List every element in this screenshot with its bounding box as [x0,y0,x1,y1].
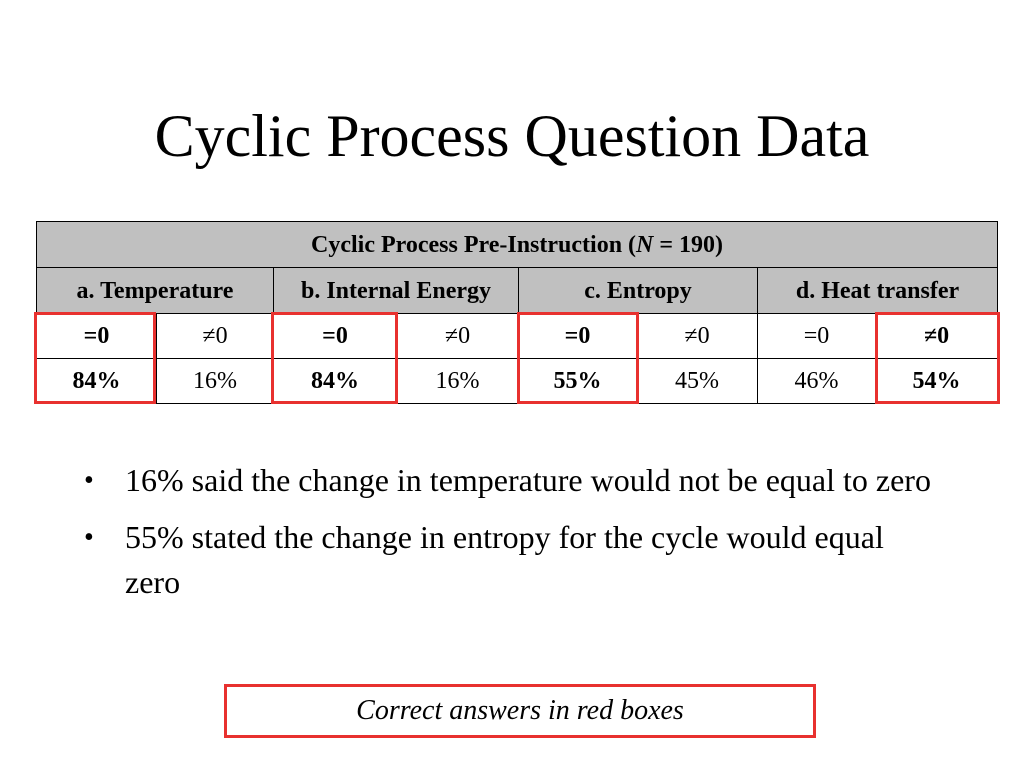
temperature-equal-zero-percent: 84% [36,358,157,404]
category-entropy: c. Entropy [518,267,758,314]
internal-energy-equal-zero-percent: 84% [273,358,397,404]
entropy-equal-zero: =0 [518,313,637,359]
category-header-row: a. Temperature b. Internal Energy c. Ent… [36,267,999,314]
internal-energy-equal-zero: =0 [273,313,397,359]
percent-row: 84% 16% 84% 16% 55% 45% 46% 54% [36,358,999,404]
entropy-not-zero-percent: 45% [636,358,758,404]
temperature-not-zero: ≠0 [156,313,274,359]
category-heat-transfer: d. Heat transfer [756,267,999,314]
category-internal-energy: b. Internal Energy [273,267,519,314]
heat-transfer-not-zero-percent: 54% [874,358,999,404]
bullet-item: • 55% stated the change in entropy for t… [84,515,944,605]
slide-title: Cyclic Process Question Data [154,103,870,169]
temperature-not-zero-percent: 16% [156,358,274,404]
results-table: Cyclic Process Pre-Instruction (N = 190)… [35,221,999,404]
heat-transfer-not-zero: ≠0 [874,313,999,359]
bullet-text: 55% stated the change in entropy for the… [125,519,884,600]
heat-transfer-equal-zero: =0 [757,313,876,359]
table-title-row: Cyclic Process Pre-Instruction (N = 190) [35,221,999,268]
legend-note: Correct answers in red boxes [224,684,816,738]
heat-transfer-equal-zero-percent: 46% [757,358,876,404]
temperature-equal-zero: =0 [36,313,157,359]
bullet-marker: • [84,465,94,496]
bullet-list: • 16% said the change in temperature wou… [84,458,944,617]
internal-energy-not-zero-percent: 16% [396,358,519,404]
bullet-text: 16% said the change in temperature would… [125,462,931,498]
bullet-marker: • [84,522,94,553]
entropy-not-zero: ≠0 [636,313,758,359]
table-caption: Cyclic Process Pre-Instruction (N = 190) [35,221,999,268]
category-temperature: a. Temperature [36,267,274,314]
entropy-equal-zero-percent: 55% [518,358,637,404]
internal-energy-not-zero: ≠0 [396,313,519,359]
answer-choice-row: =0 ≠0 =0 ≠0 =0 ≠0 =0 ≠0 [36,313,999,359]
bullet-item: • 16% said the change in temperature wou… [84,458,944,503]
